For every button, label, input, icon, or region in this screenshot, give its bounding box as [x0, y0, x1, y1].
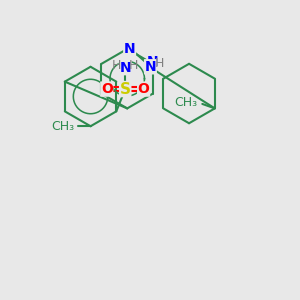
Text: O: O	[138, 82, 150, 96]
Text: CH₃: CH₃	[51, 120, 74, 133]
Text: N: N	[147, 55, 159, 69]
Text: S: S	[120, 82, 131, 97]
Text: CH₃: CH₃	[174, 96, 197, 109]
Text: H: H	[112, 59, 122, 72]
Text: N: N	[124, 42, 135, 56]
Text: O: O	[101, 82, 113, 96]
Text: H: H	[129, 59, 138, 72]
Text: N: N	[119, 61, 131, 75]
Text: N: N	[145, 60, 156, 74]
Text: H: H	[155, 57, 165, 70]
